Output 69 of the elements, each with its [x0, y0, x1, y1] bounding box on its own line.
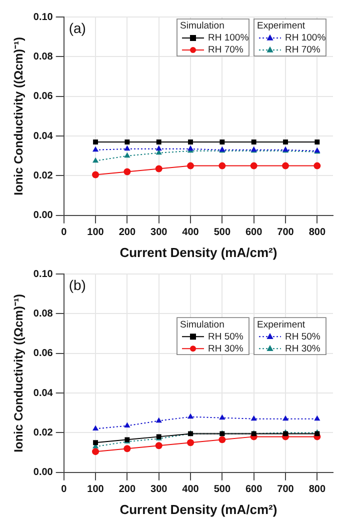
legend-label: RH 30%	[285, 343, 321, 354]
x-tick-label: 100	[87, 227, 104, 238]
x-tick-label: 600	[246, 227, 263, 238]
x-tick-label: 600	[246, 484, 263, 496]
y-tick-label: 0.02	[33, 427, 54, 438]
point	[250, 162, 258, 170]
point	[156, 145, 162, 151]
legend-label: RH 30%	[208, 343, 244, 354]
x-tick-label: 800	[308, 484, 326, 496]
point	[124, 168, 131, 176]
y-tick-label: 0.10	[33, 268, 54, 280]
x-tick-label: 400	[182, 484, 200, 496]
legend-label: RH 100%	[285, 32, 326, 44]
point	[92, 146, 99, 152]
legend-label: RH 70%	[208, 44, 244, 56]
point	[251, 140, 256, 144]
point	[92, 171, 100, 178]
point	[124, 140, 130, 144]
text: Simulation	[180, 20, 224, 32]
y-tick-label: 0.02	[33, 170, 54, 182]
y-tick-label: 0.06	[33, 348, 54, 360]
x-tick-label: 200	[118, 227, 136, 238]
x-tick-label: 500	[214, 484, 231, 496]
x-axis-title: Current Density (mA/cm²)	[120, 244, 278, 260]
x-tick-label: 300	[150, 484, 168, 496]
y-tick-label: 0.06	[33, 91, 54, 102]
y-tick-label: 0.04	[33, 388, 54, 399]
x-tick-label: 100	[87, 484, 104, 496]
y-tick-label: 0.10	[33, 12, 54, 23]
legend-label: RH 50%	[285, 331, 321, 342]
y-tick-label: 0.08	[33, 308, 54, 320]
text: Experiment	[257, 20, 306, 32]
text: Experiment	[257, 319, 306, 330]
legend-label: RH 50%	[208, 331, 244, 342]
y-tick-label: 0.04	[33, 130, 54, 142]
annotation: (a)	[68, 20, 86, 36]
point	[282, 162, 290, 170]
x-tick-label: 700	[277, 484, 294, 496]
point	[93, 140, 98, 144]
legend-label: RH 70%	[285, 44, 321, 56]
y-tick-label: 0.08	[33, 51, 54, 62]
x-tick-label: 500	[214, 227, 231, 238]
point	[187, 162, 194, 170]
point	[124, 145, 130, 151]
point	[220, 140, 225, 144]
annotation: (b)	[68, 276, 86, 293]
point	[156, 140, 162, 144]
y-axis-title: Ionic Conductivity ((Ωcm)⁻¹)	[12, 37, 26, 196]
point	[92, 157, 99, 163]
x-tick-label: 800	[308, 227, 326, 238]
y-tick-label: 0.00	[33, 210, 54, 222]
y-axis-title: Ionic Conductivity ((Ωcm)⁻¹)	[12, 294, 26, 452]
point	[314, 162, 321, 170]
point	[218, 162, 226, 170]
x-tick-label: 200	[118, 484, 136, 496]
x-tick-label: 0	[61, 227, 68, 238]
x-axis-title: Current Density (mA/cm²)	[120, 502, 278, 517]
legend-label: RH 100%	[208, 32, 250, 44]
x-tick-label: 300	[150, 227, 168, 238]
point	[314, 140, 320, 144]
x-tick-label: 700	[277, 227, 294, 238]
point	[155, 165, 162, 172]
x-tick-label: 400	[182, 227, 200, 238]
point	[283, 140, 288, 144]
y-tick-label: 0.00	[33, 467, 54, 478]
x-tick-label: 0	[61, 484, 68, 496]
text: Simulation	[180, 319, 224, 330]
point	[124, 152, 130, 158]
point	[188, 140, 193, 144]
